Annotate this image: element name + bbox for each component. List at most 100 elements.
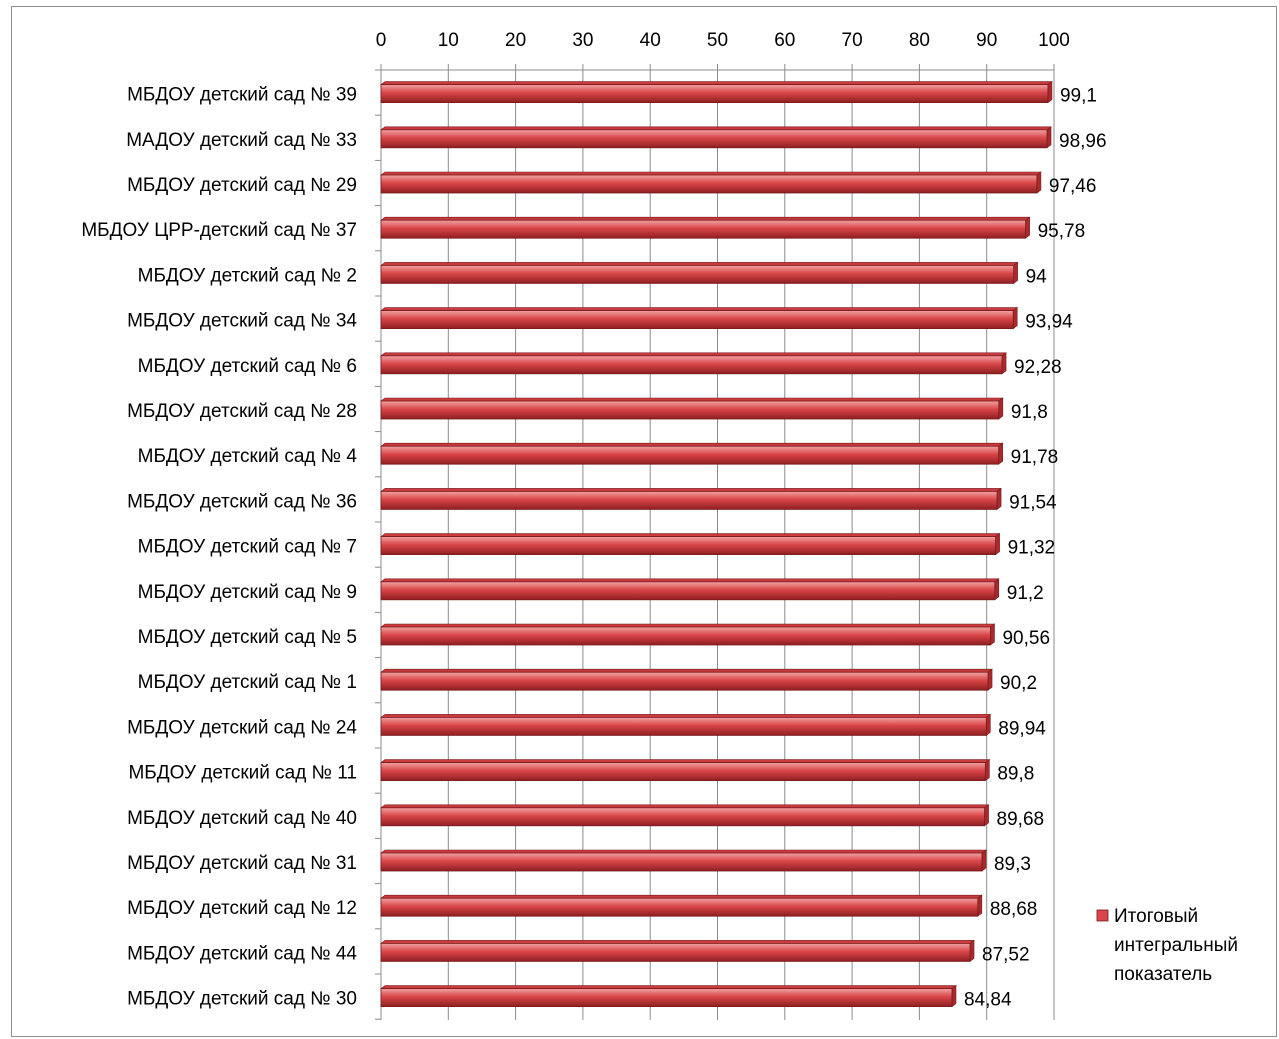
data-label: 87,52 <box>982 944 1030 965</box>
category-label: МБДОУ детский сад № 4 <box>138 446 358 467</box>
x-tick-label: 70 <box>842 30 863 51</box>
bar <box>380 762 986 781</box>
bar-top-face <box>380 668 993 673</box>
bar-end-face <box>951 984 957 1008</box>
bar <box>380 400 1000 420</box>
data-label: 89,68 <box>997 809 1045 830</box>
bar <box>380 84 1049 103</box>
bar-end-face <box>990 623 995 646</box>
category-label: МБДОУ детский сад № 24 <box>127 717 357 738</box>
bar-top-face <box>380 804 990 809</box>
bar <box>380 219 1026 239</box>
x-tick-label: 40 <box>640 30 661 51</box>
bar-end-face <box>994 578 1000 601</box>
bar <box>380 490 998 510</box>
bar-end-face <box>1047 80 1053 104</box>
bar-top-face <box>380 442 1004 447</box>
bar-top-face <box>380 216 1031 221</box>
category-label: МБДОУ детский сад № 40 <box>127 808 357 829</box>
data-label: 89,94 <box>998 718 1046 739</box>
bar-top-face <box>380 894 983 899</box>
bar-end-face <box>1001 352 1007 375</box>
bar <box>380 536 996 555</box>
category-label: МБДОУ детский сад № 2 <box>138 265 357 286</box>
category-label: МБДОУ детский сад № 11 <box>128 763 357 784</box>
data-label: 89,8 <box>997 764 1034 785</box>
bar-end-face <box>1046 126 1052 149</box>
legend-swatch <box>1096 909 1109 922</box>
legend-label: Итоговый <box>1114 906 1198 927</box>
bar-top-face <box>380 397 1004 402</box>
data-label: 91,8 <box>1011 402 1048 423</box>
legend-label: показатель <box>1114 964 1212 985</box>
category-label: МБДОУ детский сад № 29 <box>127 175 357 196</box>
bar-end-face <box>977 894 983 917</box>
bar-end-face <box>998 442 1003 465</box>
data-label: 84,84 <box>964 990 1012 1011</box>
bar-top-face <box>380 126 1052 131</box>
data-label: 95,78 <box>1038 221 1086 242</box>
x-tick-label: 20 <box>505 30 526 51</box>
bar-top-face <box>380 714 992 718</box>
category-label: МБДОУ детский сад № 36 <box>127 491 357 512</box>
bar <box>380 943 971 962</box>
data-label: 97,46 <box>1049 176 1097 197</box>
bar-top-face <box>380 171 1042 176</box>
bar-top-face <box>380 759 991 763</box>
x-tick-label: 60 <box>774 30 795 51</box>
data-label: 91,78 <box>1011 447 1059 468</box>
category-label: МБДОУ детский сад № 31 <box>127 853 357 874</box>
legend-label: интегральный <box>1114 935 1238 956</box>
bar-end-face <box>985 758 990 782</box>
bar-end-face <box>1013 261 1018 284</box>
category-label: МБДОУ детский сад № 34 <box>127 311 357 332</box>
data-label: 92,28 <box>1014 357 1062 378</box>
bar-top-face <box>380 985 957 989</box>
bar-top-face <box>380 940 975 944</box>
bar <box>380 310 1014 330</box>
bar <box>380 129 1048 149</box>
data-label: 91,54 <box>1009 492 1057 513</box>
bar <box>380 852 983 872</box>
bar-end-face <box>984 804 989 827</box>
bar-top-face <box>380 352 1007 357</box>
bar <box>380 807 985 827</box>
data-label: 90,56 <box>1002 628 1050 649</box>
bar-end-face <box>995 532 1000 556</box>
category-label: МБДОУ детский сад № 12 <box>127 898 357 919</box>
bar <box>380 671 989 691</box>
bar <box>380 355 1003 375</box>
bar-end-face <box>998 397 1004 420</box>
bar <box>380 717 987 736</box>
bar-end-face <box>987 668 993 691</box>
x-tick-label: 30 <box>572 30 593 51</box>
category-label: МБДОУ детский сад № 5 <box>138 627 357 648</box>
category-label: МАДОУ детский сад № 33 <box>126 130 357 151</box>
x-tick-label: 10 <box>438 30 459 51</box>
data-label: 89,3 <box>994 854 1031 875</box>
x-tick-label: 100 <box>1038 30 1070 51</box>
data-label: 91,2 <box>1007 583 1044 604</box>
data-label: 94 <box>1026 266 1048 287</box>
category-label: МБДОУ детский сад № 6 <box>138 356 357 377</box>
data-label: 93,94 <box>1025 312 1073 333</box>
x-tick-label: 90 <box>976 30 997 51</box>
category-label: МБДОУ детский сад № 7 <box>138 537 357 558</box>
data-label: 88,68 <box>990 899 1038 920</box>
bar <box>380 581 996 601</box>
bar <box>380 988 953 1007</box>
category-label: МБДОУ ЦРР-детский сад № 37 <box>81 220 357 241</box>
bar-end-face <box>1012 307 1018 330</box>
bar <box>380 264 1015 284</box>
bar-top-face <box>380 488 1002 492</box>
bar <box>380 174 1038 194</box>
bar-top-face <box>380 81 1053 85</box>
bar-end-face <box>985 713 991 737</box>
category-label: МБДОУ детский сад № 28 <box>127 401 357 422</box>
bar-top-face <box>380 849 987 854</box>
bar <box>380 626 991 646</box>
x-tick-label: 80 <box>909 30 930 51</box>
bar-end-face <box>996 487 1002 510</box>
bar-top-face <box>380 623 996 628</box>
